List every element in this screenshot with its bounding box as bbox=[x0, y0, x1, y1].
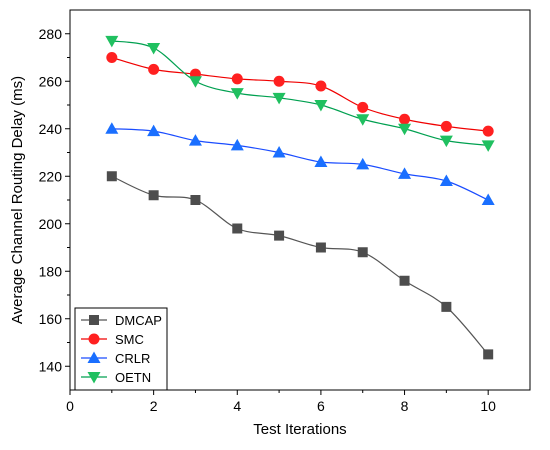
y-axis-title: Average Channel Routing Delay (ms) bbox=[9, 76, 26, 324]
data-point-dmcap bbox=[190, 195, 201, 205]
data-point-dmcap bbox=[274, 230, 285, 241]
legend-item-crlr: CRLR bbox=[81, 351, 150, 366]
y-tick-label: 280 bbox=[39, 26, 63, 42]
data-point-oetn bbox=[356, 114, 370, 126]
data-point-oetn bbox=[398, 123, 412, 136]
x-tick-label: 10 bbox=[480, 398, 496, 414]
data-point-dmcap bbox=[148, 190, 159, 201]
legend-marker bbox=[87, 372, 101, 384]
data-point-oetn bbox=[314, 100, 328, 112]
data-point-smc bbox=[440, 120, 452, 132]
data-point-dmcap bbox=[483, 349, 494, 360]
x-axis: 0 2 4 6 8 10 bbox=[66, 390, 496, 414]
data-point-crlr bbox=[105, 122, 119, 134]
data-point-smc bbox=[106, 52, 118, 63]
legend: DMCAP SMC CRLR OETN bbox=[74, 307, 168, 391]
data-point-smc bbox=[399, 113, 411, 125]
data-point-smc bbox=[231, 73, 243, 85]
data-point-oetn bbox=[439, 135, 453, 148]
data-point-smc bbox=[482, 125, 494, 137]
data-point-smc bbox=[273, 75, 285, 87]
data-point-crlr bbox=[188, 134, 202, 146]
series-smc bbox=[106, 52, 494, 137]
data-point-oetn bbox=[272, 92, 286, 105]
data-point-dmcap bbox=[441, 301, 452, 312]
legend-label: DMCAP bbox=[115, 313, 162, 328]
data-point-oetn bbox=[188, 76, 202, 88]
x-tick-label: 4 bbox=[233, 398, 241, 414]
y-tick-label: 160 bbox=[39, 311, 63, 327]
data-point-dmcap bbox=[315, 242, 326, 253]
y-tick-label: 140 bbox=[39, 358, 63, 374]
y-tick-label: 220 bbox=[39, 168, 63, 184]
legend-label: SMC bbox=[115, 332, 144, 347]
x-tick-label: 0 bbox=[66, 398, 74, 414]
data-point-smc bbox=[357, 101, 369, 113]
data-point-crlr bbox=[314, 155, 328, 167]
y-tick-label: 240 bbox=[39, 121, 63, 137]
series-line-crlr bbox=[111, 128, 489, 201]
legend-item-dmcap: DMCAP bbox=[81, 313, 162, 328]
data-point-oetn bbox=[147, 43, 161, 55]
y-tick-label: 180 bbox=[39, 263, 63, 279]
data-point-oetn bbox=[481, 140, 495, 152]
y-axis: 140 160 180 200 220 240 260 280 bbox=[39, 26, 70, 374]
data-point-crlr bbox=[398, 167, 412, 179]
y-tick-label: 200 bbox=[39, 216, 63, 232]
legend-marker bbox=[87, 351, 101, 363]
legend-item-smc: SMC bbox=[81, 332, 144, 347]
legend-item-oetn: OETN bbox=[81, 370, 151, 385]
plot-area bbox=[105, 35, 495, 360]
x-tick-label: 6 bbox=[317, 398, 325, 414]
series-crlr bbox=[105, 122, 495, 205]
series-line-dmcap bbox=[111, 175, 489, 355]
data-point-oetn bbox=[230, 88, 244, 100]
data-point-crlr bbox=[230, 138, 244, 151]
x-tick-label: 2 bbox=[150, 398, 158, 414]
data-point-smc bbox=[315, 80, 327, 92]
x-axis-title: Test Iterations bbox=[253, 421, 346, 438]
data-point-smc bbox=[148, 63, 160, 75]
data-point-crlr bbox=[481, 193, 495, 205]
series-line-smc bbox=[111, 56, 489, 132]
data-point-dmcap bbox=[232, 223, 243, 234]
legend-label: CRLR bbox=[115, 351, 150, 366]
data-point-crlr bbox=[147, 124, 161, 137]
data-point-dmcap bbox=[357, 247, 368, 258]
data-point-dmcap bbox=[399, 275, 410, 286]
series-oetn bbox=[105, 35, 495, 152]
series-line-oetn bbox=[111, 40, 489, 146]
data-point-crlr bbox=[356, 157, 370, 170]
data-point-crlr bbox=[272, 146, 286, 158]
data-point-dmcap bbox=[106, 171, 117, 182]
legend-marker bbox=[88, 333, 100, 345]
series-dmcap bbox=[106, 171, 494, 360]
x-tick-label: 8 bbox=[401, 398, 409, 414]
y-tick-label: 260 bbox=[39, 73, 63, 89]
legend-marker bbox=[89, 315, 99, 325]
data-point-oetn bbox=[105, 35, 119, 48]
legend-label: OETN bbox=[115, 370, 151, 385]
data-point-crlr bbox=[439, 174, 453, 186]
